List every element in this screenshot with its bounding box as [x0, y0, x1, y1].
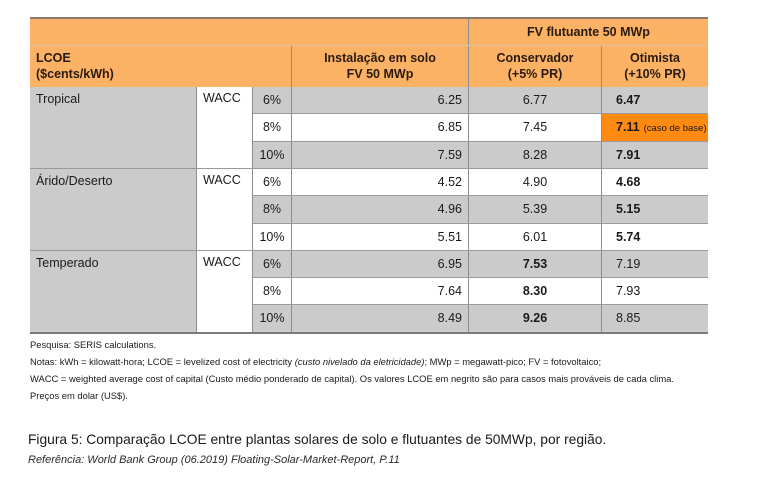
header-row-group: FV flutuante 50 MWp [30, 19, 708, 45]
figure-reference: Referência: World Bank Group (06.2019) F… [28, 454, 400, 466]
wacc-rate-cell: 10% [253, 305, 291, 333]
solo-value-cell: 4.52 [291, 168, 468, 197]
table-row: 10% 5.51 6.01 5.74 [30, 223, 708, 251]
header-solo-line1: Instalação em solo [324, 51, 436, 65]
conservador-value-cell: 6.77 [468, 87, 601, 115]
wacc-rate-cell: 8% [253, 114, 291, 142]
conservador-value-cell: 6.01 [468, 223, 601, 251]
solo-value-cell: 7.64 [291, 278, 468, 306]
notes-line1-italic: (custo nivelado da eletricidade) [294, 356, 425, 367]
wacc-rate-cell: 6% [253, 168, 291, 197]
solo-value-cell: 4.96 [291, 196, 468, 224]
otimista-value: 6.47 [616, 93, 641, 107]
row-divider [30, 167, 708, 169]
conservador-value-cell: 7.45 [468, 114, 601, 142]
solo-value-cell: 6.95 [291, 250, 468, 279]
solo-value-cell: 7.59 [291, 141, 468, 169]
otimista-value: 7.93 [616, 284, 641, 299]
solo-value-cell: 5.51 [291, 223, 468, 251]
wacc-rate-cell: 8% [253, 278, 291, 306]
table-row: 10% 8.49 9.26 8.85 [30, 305, 708, 333]
header-otimista-line2: (+10% PR) [624, 67, 686, 81]
otimista-value: 7.19 [616, 256, 641, 271]
region-label: Temperado [30, 250, 196, 333]
solo-value-cell: 6.85 [291, 114, 468, 142]
lcoe-table: FV flutuante 50 MWp LCOE ($cents/kWh) In… [30, 17, 708, 334]
conservador-value-cell: 9.26 [468, 305, 601, 333]
header-divider [30, 45, 708, 46]
header-lcoe-title: LCOE [36, 51, 71, 65]
wacc-rate-cell: 10% [253, 223, 291, 251]
figure-caption: Figura 5: Comparação LCOE entre plantas … [28, 432, 607, 447]
table-row: 8% 7.64 8.30 7.93 [30, 278, 708, 306]
otimista-value: 5.15 [616, 202, 641, 217]
region-label: Tropical [30, 87, 196, 169]
otimista-value: 7.91 [616, 147, 641, 162]
header-lcoe-label: LCOE ($cents/kWh) [30, 46, 291, 87]
solo-value-cell: 6.25 [291, 87, 468, 115]
otimista-value: 8.85 [616, 311, 641, 326]
wacc-rate-cell: 6% [253, 87, 291, 115]
conservador-value-cell: 8.30 [468, 278, 601, 306]
table-notes: Pesquisa: SERIS calculations. Notas: kWh… [30, 336, 674, 404]
wacc-rate-cell: 10% [253, 141, 291, 169]
notes-line1-a: Notas: kWh = kilowatt-hora; LCOE = level… [30, 356, 295, 367]
header-otimista-line1: Otimista [629, 51, 680, 65]
solo-value-cell: 8.49 [291, 305, 468, 333]
otimista-value-cell: 7.91 [601, 141, 708, 169]
otimista-value-cell: 5.74 [601, 223, 708, 251]
conservador-value-cell: 7.53 [468, 250, 601, 279]
row-divider [253, 113, 708, 115]
row-divider [253, 304, 708, 306]
conservador-value-cell: 4.90 [468, 168, 601, 197]
wacc-rate-cell: 8% [253, 196, 291, 224]
header-solo: Instalação em solo FV 50 MWp [291, 46, 468, 87]
table-row: 10% 7.59 8.28 7.91 [30, 141, 708, 169]
row-divider [253, 277, 708, 279]
otimista-value: 4.68 [616, 174, 641, 189]
header-conservador-line1: Conservador [496, 51, 574, 65]
header-otimista: Otimista (+10% PR) [601, 46, 708, 87]
wacc-label: WACC [196, 250, 253, 333]
table-row: 6% 6.25 6.77 6.47 [30, 87, 708, 115]
conservador-value-cell: 5.39 [468, 196, 601, 224]
notes-line1-b: ; MWp = megawatt-pico; FV = fotovoltaico… [424, 356, 602, 367]
table-row: 8% 6.85 7.45 7.11 (caso de base) [30, 114, 708, 142]
header-solo-line2: FV 50 MWp [346, 67, 414, 81]
row-divider [30, 249, 708, 251]
notes-source: Pesquisa: SERIS calculations. [30, 339, 157, 350]
otimista-value-cell: 6.47 [601, 87, 708, 115]
wacc-label: WACC [196, 87, 253, 169]
header-conservador: Conservador (+5% PR) [468, 46, 601, 87]
notes-line1: Notas: kWh = kilowatt-hora; LCOE = level… [30, 353, 674, 370]
table-row: 8% 4.96 5.39 5.15 [30, 196, 708, 224]
header-lcoe-unit: ($cents/kWh) [36, 67, 114, 81]
header-group-floating: FV flutuante 50 MWp [468, 19, 708, 45]
table-row: 6% 4.52 4.90 4.68 [30, 168, 708, 197]
header-empty-cell [30, 19, 468, 45]
wacc-label: WACC [196, 168, 253, 251]
notes-line2: WACC = weighted average cost of capital … [30, 373, 674, 384]
row-divider [253, 222, 708, 224]
otimista-value-cell: 4.68 [601, 168, 708, 197]
row-divider [253, 195, 708, 197]
otimista-value: 5.74 [616, 229, 641, 244]
row-divider [30, 331, 708, 334]
conservador-value-cell: 8.28 [468, 141, 601, 169]
otimista-value-cell: 7.11 (caso de base) [601, 114, 708, 142]
otimista-value-cell: 8.85 [601, 305, 708, 333]
row-divider [253, 140, 708, 142]
otimista-value-cell: 7.19 [601, 250, 708, 279]
base-case-note: (caso de base) [643, 123, 707, 135]
header-row-columns: LCOE ($cents/kWh) Instalação em solo FV … [30, 46, 708, 87]
otimista-value-cell: 7.93 [601, 278, 708, 306]
table-row: 6% 6.95 7.53 7.19 [30, 250, 708, 279]
header-conservador-line2: (+5% PR) [507, 67, 563, 81]
notes-line3: Preços em dolar (US$). [30, 390, 128, 401]
wacc-rate-cell: 6% [253, 250, 291, 279]
region-label: Árido/Deserto [30, 168, 196, 251]
otimista-value: 7.11 [616, 120, 640, 135]
otimista-value-cell: 5.15 [601, 196, 708, 224]
